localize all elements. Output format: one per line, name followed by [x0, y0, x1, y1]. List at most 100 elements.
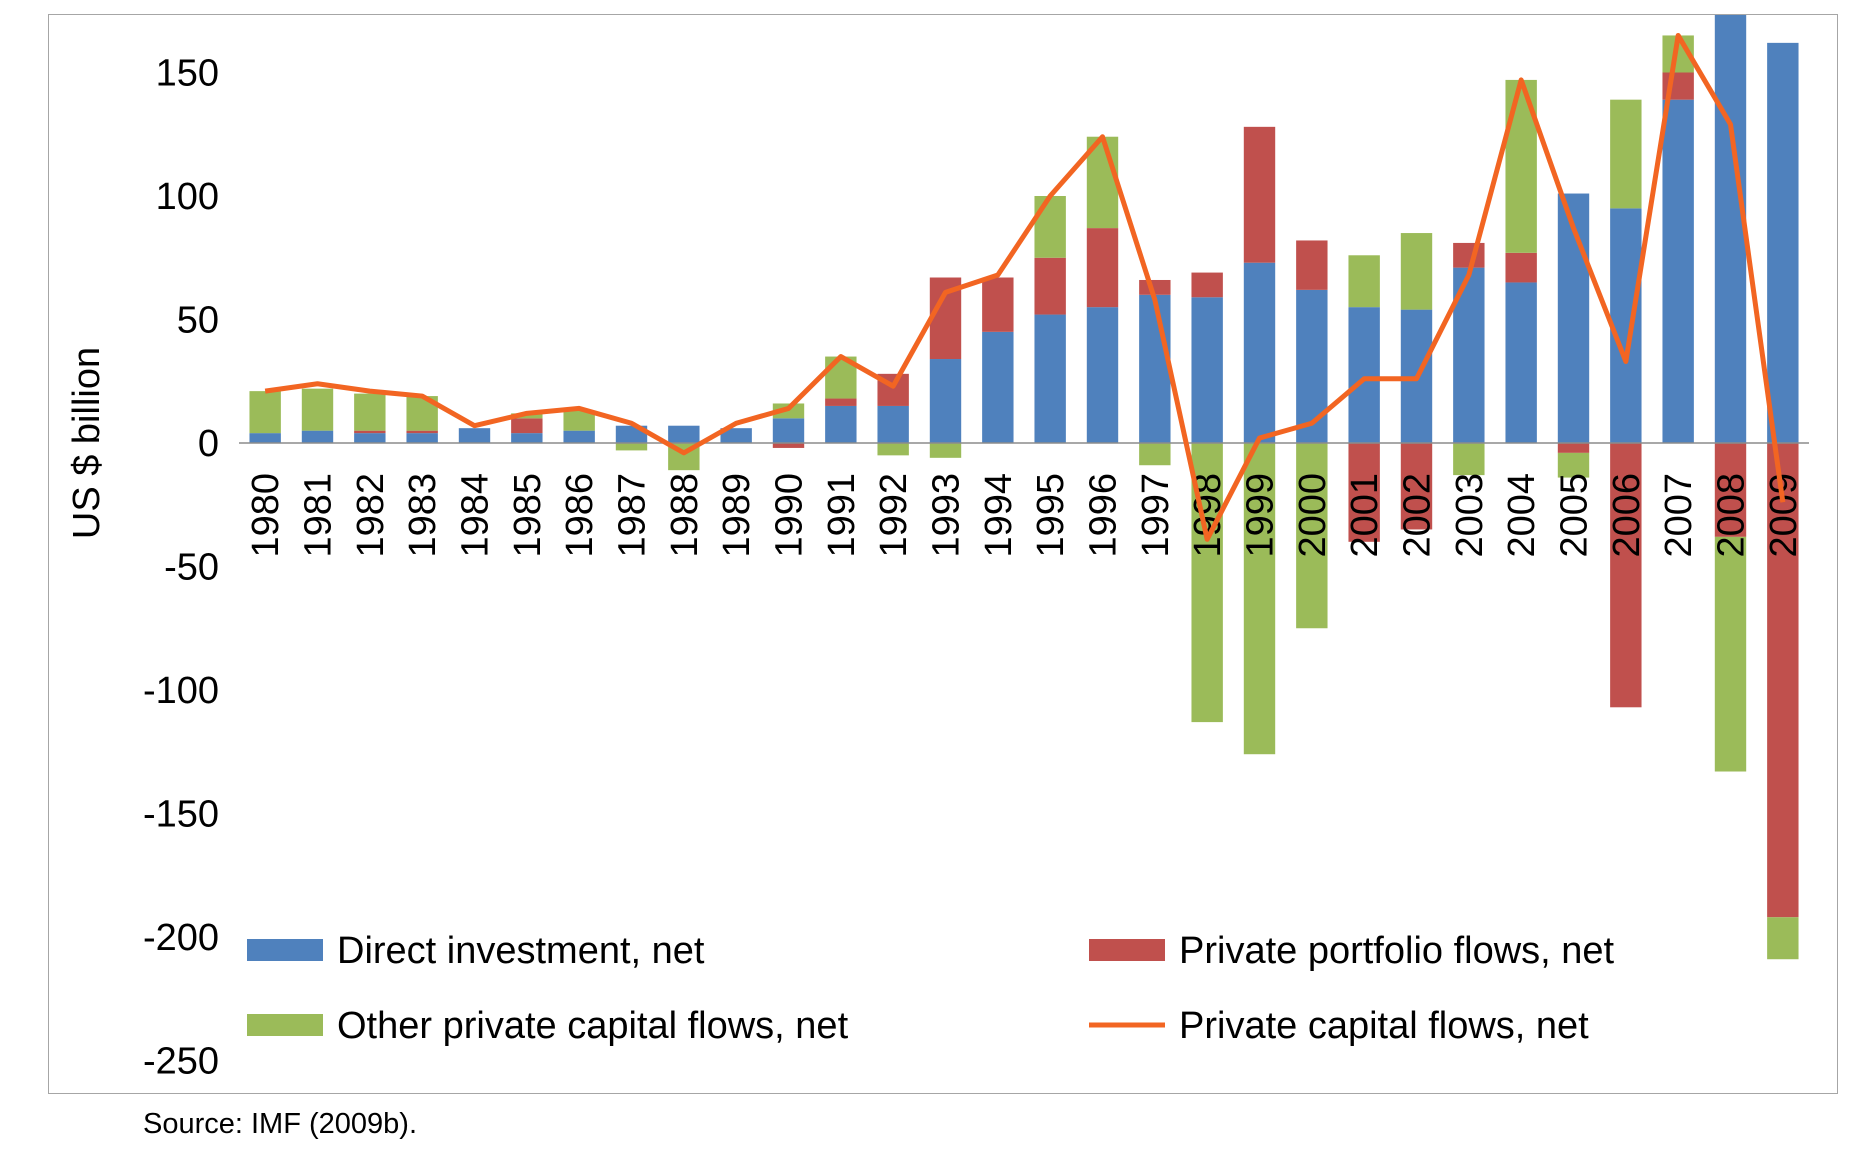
y-tick-label: -200: [143, 917, 219, 959]
x-tick-label: 1992: [873, 473, 915, 558]
bar-segment: [1610, 208, 1642, 443]
x-tick-label: 1982: [350, 473, 392, 558]
bar-segment: [1505, 252, 1537, 283]
bar-segment: [929, 443, 962, 458]
x-tick-label: 1981: [298, 473, 340, 558]
bar-segment: [877, 405, 909, 443]
y-tick-label: 50: [177, 300, 219, 342]
bar-segment: [1662, 99, 1694, 444]
x-tick-label: 1999: [1240, 473, 1282, 558]
bar-segment: [406, 430, 438, 434]
bar-segment: [1191, 272, 1223, 298]
x-tick-label: 2002: [1397, 473, 1439, 558]
bar-segment: [354, 393, 386, 431]
bar-segment: [1714, 536, 1747, 772]
bar-segment: [772, 418, 805, 443]
bar-segment: [1557, 193, 1590, 443]
x-tick-label: 1994: [978, 473, 1020, 558]
bar-segment: [1243, 443, 1276, 755]
x-tick-label: 1988: [664, 473, 706, 558]
bar-segment: [1139, 443, 1171, 466]
legend-swatch: [247, 939, 323, 961]
bar-segment: [1714, 443, 1747, 537]
x-tick-label: 2009: [1763, 473, 1805, 558]
bar-segment: [406, 433, 438, 443]
y-axis-ticks: 250200150100500-50-100-150-200-250: [143, 53, 219, 1083]
bar-segment: [1348, 307, 1380, 443]
x-tick-label: 1989: [716, 473, 758, 558]
bar-segment: [1557, 443, 1590, 453]
bar-segment: [1034, 314, 1066, 443]
bar-segment: [1348, 443, 1380, 542]
legend-label: Direct investment, net: [337, 930, 705, 972]
chart-svg: 250200150100500-50-100-150-200-250 19801…: [66, 15, 1809, 1083]
bar-segment: [563, 430, 595, 443]
x-tick-label: 1983: [402, 473, 444, 558]
bar-segment: [982, 331, 1014, 443]
bar-segment: [563, 410, 595, 431]
bar-segment: [1034, 196, 1066, 258]
bars-layer: [249, 15, 1799, 960]
bar-segment: [1767, 42, 1799, 444]
bar-segment: [1453, 443, 1485, 476]
bar-segment: [929, 359, 962, 443]
bar-segment: [458, 428, 491, 443]
y-tick-label: 100: [156, 176, 219, 218]
bar-segment: [877, 443, 909, 456]
x-tick-label: 2008: [1711, 473, 1753, 558]
x-tick-label: 1980: [245, 473, 287, 558]
bar-segment: [1139, 294, 1171, 443]
bar-segment: [1400, 443, 1433, 530]
x-tick-label: 1991: [821, 473, 863, 558]
x-tick-label: 2006: [1606, 473, 1648, 558]
bar-segment: [668, 425, 700, 443]
x-tick-label: 1995: [1030, 473, 1072, 558]
bar-segment: [301, 430, 334, 443]
bar-segment: [301, 388, 334, 431]
y-tick-label: -50: [164, 547, 219, 589]
x-tick-label: 1985: [507, 473, 549, 558]
y-tick-label: -150: [143, 794, 219, 836]
x-tick-label: 1996: [1083, 473, 1125, 558]
x-tick-label: 2004: [1501, 473, 1543, 558]
bar-segment: [1191, 297, 1223, 443]
bar-segment: [1139, 279, 1171, 295]
x-tick-label: 1990: [769, 473, 811, 558]
series-line: [264, 32, 1786, 542]
bar-segment: [354, 433, 386, 443]
x-tick-label: 1997: [1135, 473, 1177, 558]
bar-segment: [615, 443, 648, 451]
bar-segment: [249, 391, 281, 434]
x-tick-label: 2000: [1292, 473, 1334, 558]
bar-segment: [1348, 255, 1380, 308]
bar-segment: [1610, 99, 1642, 209]
bar-segment: [772, 443, 805, 448]
source-note: Source: IMF (2009b).: [143, 1108, 417, 1140]
bar-segment: [511, 433, 543, 443]
x-tick-label: 2001: [1344, 473, 1386, 558]
bar-segment: [249, 433, 281, 443]
legend-swatch: [247, 1014, 323, 1036]
legend-label: Private portfolio flows, net: [1179, 930, 1615, 972]
bar-segment: [720, 428, 752, 443]
bar-segment: [1243, 126, 1276, 263]
legend: Direct investment, net Private portfolio …: [247, 930, 1615, 1047]
bar-segment: [354, 430, 386, 434]
chart-frame: 250200150100500-50-100-150-200-250 19801…: [48, 14, 1838, 1094]
x-tick-label: 1993: [926, 473, 968, 558]
bar-segment: [982, 277, 1014, 332]
x-tick-label: 2005: [1554, 473, 1596, 558]
bar-segment: [1243, 262, 1276, 443]
bar-segment: [1086, 307, 1119, 443]
bar-segment: [1400, 233, 1433, 310]
line-layer: [264, 32, 1786, 542]
bar-segment: [1086, 228, 1119, 308]
x-tick-label: 2007: [1658, 473, 1700, 558]
bar-segment: [1034, 257, 1066, 315]
bar-segment: [1296, 443, 1328, 629]
bar-segment: [1767, 443, 1799, 918]
bar-segment: [825, 405, 857, 443]
bar-segment: [1557, 452, 1590, 478]
bar-segment: [1610, 443, 1642, 708]
y-axis-label: US $ billion: [66, 347, 108, 539]
